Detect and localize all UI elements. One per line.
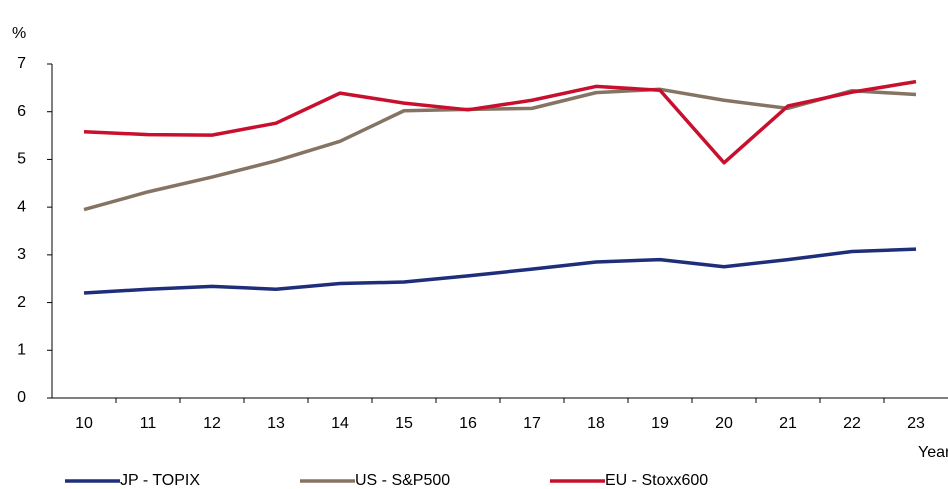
legend-label: EU - Stoxx600 — [605, 472, 708, 489]
legend-label: JP - TOPIX — [120, 472, 200, 489]
series-line — [83, 87, 917, 212]
y-tick-label: 2 — [17, 294, 26, 311]
x-tick-label: 18 — [587, 415, 605, 432]
x-tick-label: 12 — [203, 415, 221, 432]
x-tick-label: 17 — [523, 415, 541, 432]
x-tick-label: 15 — [395, 415, 413, 432]
y-tick-label: 0 — [17, 389, 26, 406]
x-tick-label: 11 — [140, 415, 157, 432]
y-tick-label: 7 — [17, 55, 26, 72]
x-tick-label: 20 — [715, 415, 733, 432]
series-line — [83, 79, 917, 165]
y-tick-label: 4 — [17, 198, 26, 215]
x-tick-label: 23 — [907, 415, 925, 432]
series-line — [83, 247, 917, 295]
x-tick-label: 21 — [779, 415, 797, 432]
y-tick-label: 1 — [17, 342, 26, 359]
x-tick-label: 19 — [651, 415, 669, 432]
y-tick-label: 3 — [17, 246, 26, 263]
y-tick-label: 5 — [17, 151, 26, 168]
legend-label: US - S&P500 — [355, 472, 450, 489]
x-tick-label: 10 — [75, 415, 93, 432]
x-tick-label: 22 — [843, 415, 861, 432]
y-axis-label: % — [12, 25, 26, 42]
x-tick-label: 13 — [267, 415, 285, 432]
x-axis-label: Year — [918, 444, 948, 461]
x-tick-label: 16 — [459, 415, 477, 432]
x-tick-label: 14 — [331, 415, 349, 432]
y-tick-label: 6 — [17, 103, 26, 120]
